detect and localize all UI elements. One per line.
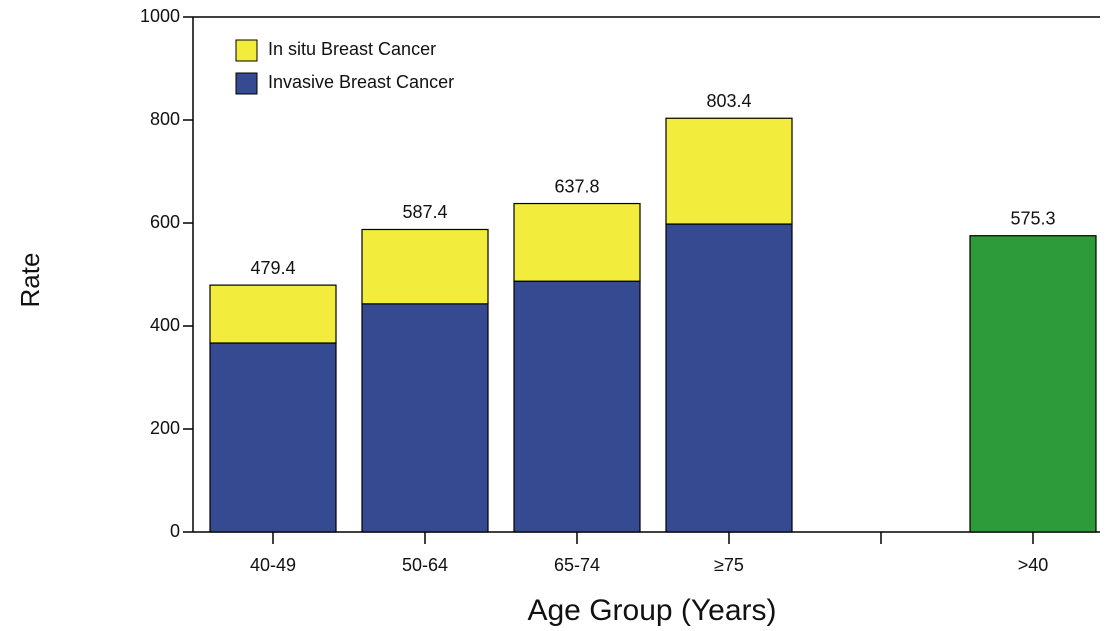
bar-segment bbox=[361, 228, 489, 305]
value-label: 587.4 bbox=[402, 202, 447, 222]
legend-label: In situ Breast Cancer bbox=[268, 39, 436, 59]
legend-swatch bbox=[235, 72, 258, 95]
y-tick-label: 0 bbox=[170, 521, 180, 541]
bar-segment bbox=[361, 303, 489, 533]
legend-label: Invasive Breast Cancer bbox=[268, 72, 454, 92]
y-tick-label: 200 bbox=[150, 418, 180, 438]
bar-segment bbox=[513, 202, 641, 282]
y-tick-label: 800 bbox=[150, 109, 180, 129]
legend-swatch bbox=[235, 39, 258, 62]
x-tick-label: 40-49 bbox=[250, 555, 296, 575]
bar bbox=[969, 235, 1097, 533]
x-tick-label: 50-64 bbox=[402, 555, 448, 575]
value-label: 637.8 bbox=[554, 176, 599, 196]
bar-segment bbox=[513, 280, 641, 533]
bar-segment bbox=[209, 342, 337, 533]
value-label: 479.4 bbox=[250, 258, 295, 278]
value-label: 575.3 bbox=[1010, 208, 1055, 228]
bar-segment bbox=[209, 284, 337, 344]
x-tick-label: >40 bbox=[1018, 555, 1049, 575]
x-tick-label: ≥75 bbox=[714, 555, 744, 575]
y-axis-label: Rate bbox=[15, 253, 45, 308]
value-label: 803.4 bbox=[706, 91, 751, 111]
y-tick-label: 400 bbox=[150, 315, 180, 335]
bar-segment bbox=[665, 117, 793, 225]
y-tick-label: 600 bbox=[150, 212, 180, 232]
x-tick-label: 65-74 bbox=[554, 555, 600, 575]
bar-segment bbox=[665, 223, 793, 533]
y-tick-label: 1000 bbox=[140, 6, 180, 26]
x-axis-label: Age Group (Years) bbox=[527, 594, 776, 627]
